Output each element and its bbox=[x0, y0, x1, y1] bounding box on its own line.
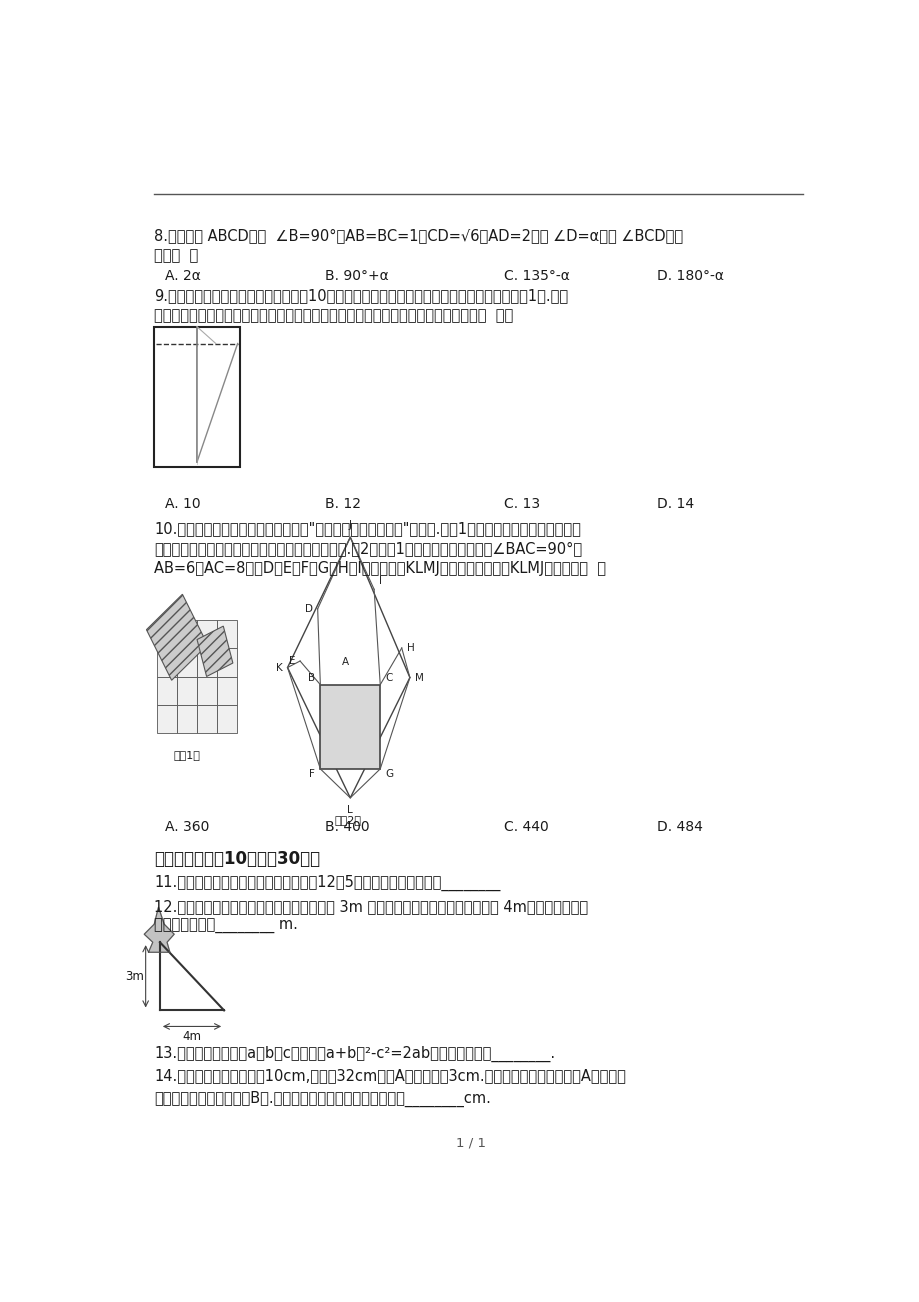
Polygon shape bbox=[217, 648, 237, 677]
Text: C. 135°-α: C. 135°-α bbox=[503, 268, 569, 283]
Text: 12.如图，一棵大树在一次强台风中于离地面 3m 处折断倒下，树干顶部在距离根部 4m处，这棵大树在: 12.如图，一棵大树在一次强台风中于离地面 3m 处折断倒下，树干顶部在距离根部… bbox=[154, 900, 588, 914]
Text: G: G bbox=[385, 769, 393, 779]
Polygon shape bbox=[146, 594, 208, 680]
Text: 14.没有上盖的圆柱盒高为10cm,周长为32cm，点A距离下底面3cm.一只位于圆柱盒外表面点A处的蚂蚁: 14.没有上盖的圆柱盒高为10cm,周长为32cm，点A距离下底面3cm.一只位… bbox=[154, 1069, 626, 1083]
Polygon shape bbox=[157, 648, 176, 677]
Polygon shape bbox=[197, 621, 217, 648]
Text: 3m: 3m bbox=[125, 970, 144, 983]
Polygon shape bbox=[320, 685, 380, 769]
Text: B. 400: B. 400 bbox=[325, 820, 369, 833]
Text: A. 360: A. 360 bbox=[165, 820, 209, 833]
Polygon shape bbox=[288, 538, 410, 798]
Polygon shape bbox=[157, 677, 176, 704]
Text: （图1）: （图1） bbox=[174, 750, 200, 759]
Text: 9.如图，有一个水池，水面是一边长为10尺的正方形，在水池正中央有一根芦苇，它高出水面1尺.如果: 9.如图，有一个水池，水面是一边长为10尺的正方形，在水池正中央有一根芦苇，它高… bbox=[154, 289, 568, 303]
Text: 小为（  ）: 小为（ ） bbox=[154, 249, 199, 263]
Text: C: C bbox=[385, 673, 392, 682]
Text: 10.在我国古算书《周髀算经》中就有"若勾三，股四，则弦五"的记载.如图1是由边长相等的小正方形和直: 10.在我国古算书《周髀算经》中就有"若勾三，股四，则弦五"的记载.如图1是由边… bbox=[154, 521, 581, 536]
Polygon shape bbox=[197, 626, 233, 677]
Text: B: B bbox=[308, 673, 315, 682]
Text: D: D bbox=[304, 604, 312, 613]
Polygon shape bbox=[144, 907, 174, 952]
Text: B. 12: B. 12 bbox=[325, 497, 361, 512]
Text: 8.在四边形 ABCD中，  ∠B=90°，AB=BC=1，CD=√6，AD=2，若 ∠D=α，则 ∠BCD的大: 8.在四边形 ABCD中， ∠B=90°，AB=BC=1，CD=√6，AD=2，… bbox=[154, 228, 683, 243]
Text: B. 90°+α: B. 90°+α bbox=[325, 268, 389, 283]
Text: （图2）: （图2） bbox=[335, 815, 361, 825]
Polygon shape bbox=[157, 704, 176, 733]
Text: 角三角形构成的，可以用其面积关系验证勾股定理.图2是由图1放入长方形内得到的，∠BAC=90°，: 角三角形构成的，可以用其面积关系验证勾股定理.图2是由图1放入长方形内得到的，∠… bbox=[154, 542, 582, 556]
Text: M: M bbox=[414, 673, 424, 682]
Text: 4m: 4m bbox=[182, 1030, 201, 1043]
Text: 1 / 1: 1 / 1 bbox=[456, 1137, 486, 1150]
Text: H: H bbox=[406, 643, 414, 654]
Polygon shape bbox=[217, 704, 237, 733]
Text: 二、填空题（共10题；共30分）: 二、填空题（共10题；共30分） bbox=[154, 850, 320, 868]
Text: A: A bbox=[341, 656, 348, 667]
Polygon shape bbox=[197, 648, 217, 677]
Text: D. 180°-α: D. 180°-α bbox=[656, 268, 723, 283]
Polygon shape bbox=[176, 704, 197, 733]
Text: 11.已知一个直角三角形的两边长分别为12和5，则第三条边的长度为________: 11.已知一个直角三角形的两边长分别为12和5，则第三条边的长度为_______… bbox=[154, 875, 500, 892]
Polygon shape bbox=[217, 677, 237, 704]
Text: A. 10: A. 10 bbox=[165, 497, 200, 512]
Text: 折断前的高度为________ m.: 折断前的高度为________ m. bbox=[154, 919, 298, 935]
Polygon shape bbox=[157, 621, 176, 648]
Text: I: I bbox=[379, 575, 381, 586]
Bar bbox=[154, 327, 240, 467]
Polygon shape bbox=[217, 621, 237, 648]
Text: J: J bbox=[348, 521, 351, 530]
Text: A. 2α: A. 2α bbox=[165, 268, 200, 283]
Polygon shape bbox=[197, 677, 217, 704]
Text: L: L bbox=[347, 805, 353, 815]
Text: 把这根芦苇拉向水池一边的中点，它的顶端恰好到达池边的水面，这根芦苇的长度为（  ）尺: 把这根芦苇拉向水池一边的中点，它的顶端恰好到达池边的水面，这根芦苇的长度为（ ）… bbox=[154, 309, 513, 324]
Polygon shape bbox=[176, 648, 197, 677]
Text: C. 440: C. 440 bbox=[503, 820, 548, 833]
Text: 13.三角形的三边长为a、b、c，满足（a+b）²-c²=2ab，则此三角形是________.: 13.三角形的三边长为a、b、c，满足（a+b）²-c²=2ab，则此三角形是_… bbox=[154, 1046, 555, 1061]
Text: D. 14: D. 14 bbox=[656, 497, 693, 512]
Polygon shape bbox=[176, 677, 197, 704]
Text: K: K bbox=[276, 663, 282, 673]
Text: 想爬到盒内表面对侧中点B处.则蚂蚁需要爬行的最短路程的长为________cm.: 想爬到盒内表面对侧中点B处.则蚂蚁需要爬行的最短路程的长为________cm. bbox=[154, 1091, 491, 1107]
Polygon shape bbox=[197, 704, 217, 733]
Text: AB=6，AC=8，点D、E、F、G、H、I都在长方形KLMJ的边上，则长方形KLMJ的面积为（  ）: AB=6，AC=8，点D、E、F、G、H、I都在长方形KLMJ的边上，则长方形K… bbox=[154, 561, 606, 577]
Text: C. 13: C. 13 bbox=[503, 497, 539, 512]
Text: D. 484: D. 484 bbox=[656, 820, 702, 833]
Text: F: F bbox=[309, 769, 315, 779]
Polygon shape bbox=[176, 621, 197, 648]
Text: E: E bbox=[289, 656, 295, 667]
